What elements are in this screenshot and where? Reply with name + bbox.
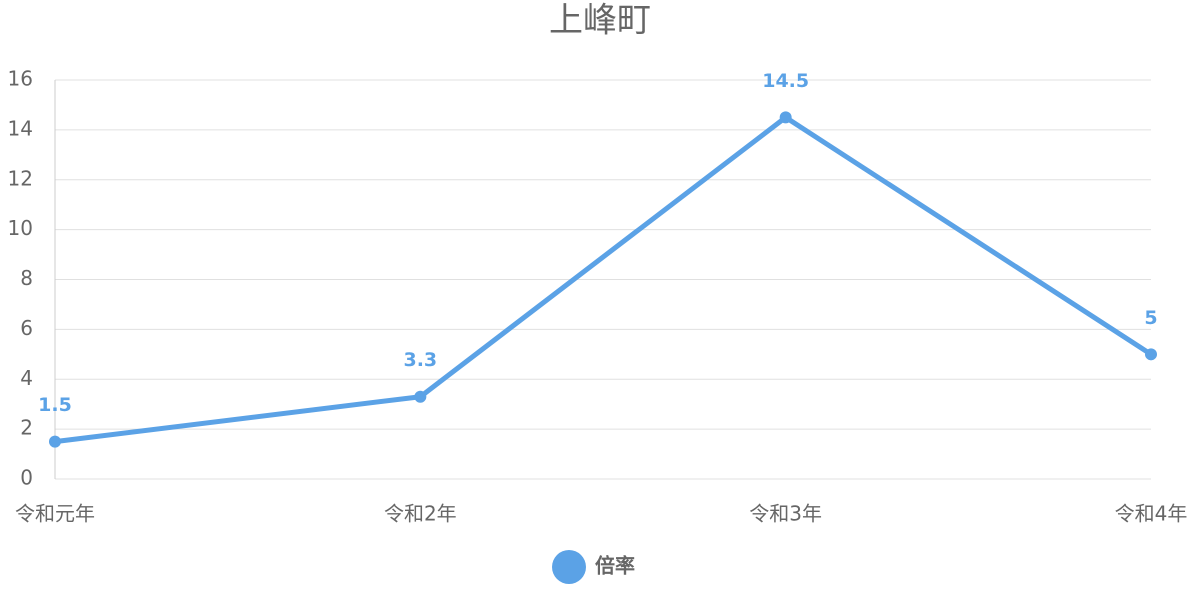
data-point	[414, 390, 427, 403]
data-point	[779, 111, 792, 124]
y-tick-label: 8	[20, 266, 33, 290]
x-tick-label: 令和2年	[384, 502, 457, 526]
data-label: 3.3	[403, 349, 437, 371]
y-tick-label: 10	[8, 216, 33, 240]
x-tick-label: 令和4年	[1115, 502, 1188, 526]
data-label: 1.5	[38, 394, 72, 416]
y-tick-label: 12	[8, 166, 33, 190]
y-tick-label: 0	[20, 466, 33, 490]
legend-label: 倍率	[595, 554, 635, 578]
data-point	[1145, 348, 1157, 361]
data-label: 14.5	[762, 70, 809, 92]
y-tick-label: 6	[20, 316, 33, 340]
chart-title: 上峰町	[549, 1, 651, 41]
y-tick-label: 14	[8, 116, 33, 140]
y-tick-label: 2	[20, 416, 33, 440]
x-tick-label: 令和3年	[749, 502, 822, 526]
data-label: 5	[1144, 307, 1157, 329]
data-line	[54, 114, 1153, 445]
legend-marker	[552, 550, 586, 584]
y-tick-label: 16	[8, 67, 33, 91]
y-tick-label: 4	[20, 366, 33, 390]
x-tick-label: 令和元年	[15, 502, 95, 526]
data-point	[49, 435, 61, 448]
